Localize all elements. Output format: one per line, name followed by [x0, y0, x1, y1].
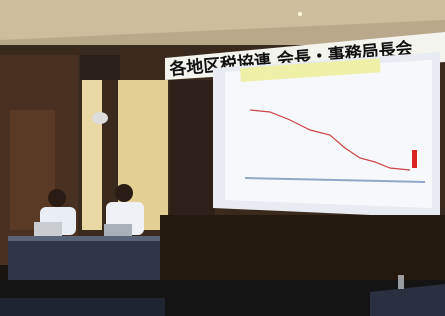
person-head: [115, 184, 133, 202]
photo-scene: 各地区税協連 会長・事務局長会: [0, 0, 445, 316]
laptop: [104, 224, 132, 238]
wall-lamp: [92, 112, 108, 124]
dark-panel: [170, 80, 215, 230]
slide: [225, 60, 432, 208]
slide-arrow: [412, 150, 417, 168]
laptop: [34, 222, 62, 238]
table-skirt: [0, 298, 165, 316]
glass: [398, 275, 404, 289]
ceiling-light: [298, 12, 302, 16]
person-head: [48, 189, 66, 207]
speaker-box: [80, 55, 120, 80]
cream-panel: [82, 80, 102, 230]
table-top: [8, 236, 160, 241]
wainscot: [160, 215, 445, 280]
